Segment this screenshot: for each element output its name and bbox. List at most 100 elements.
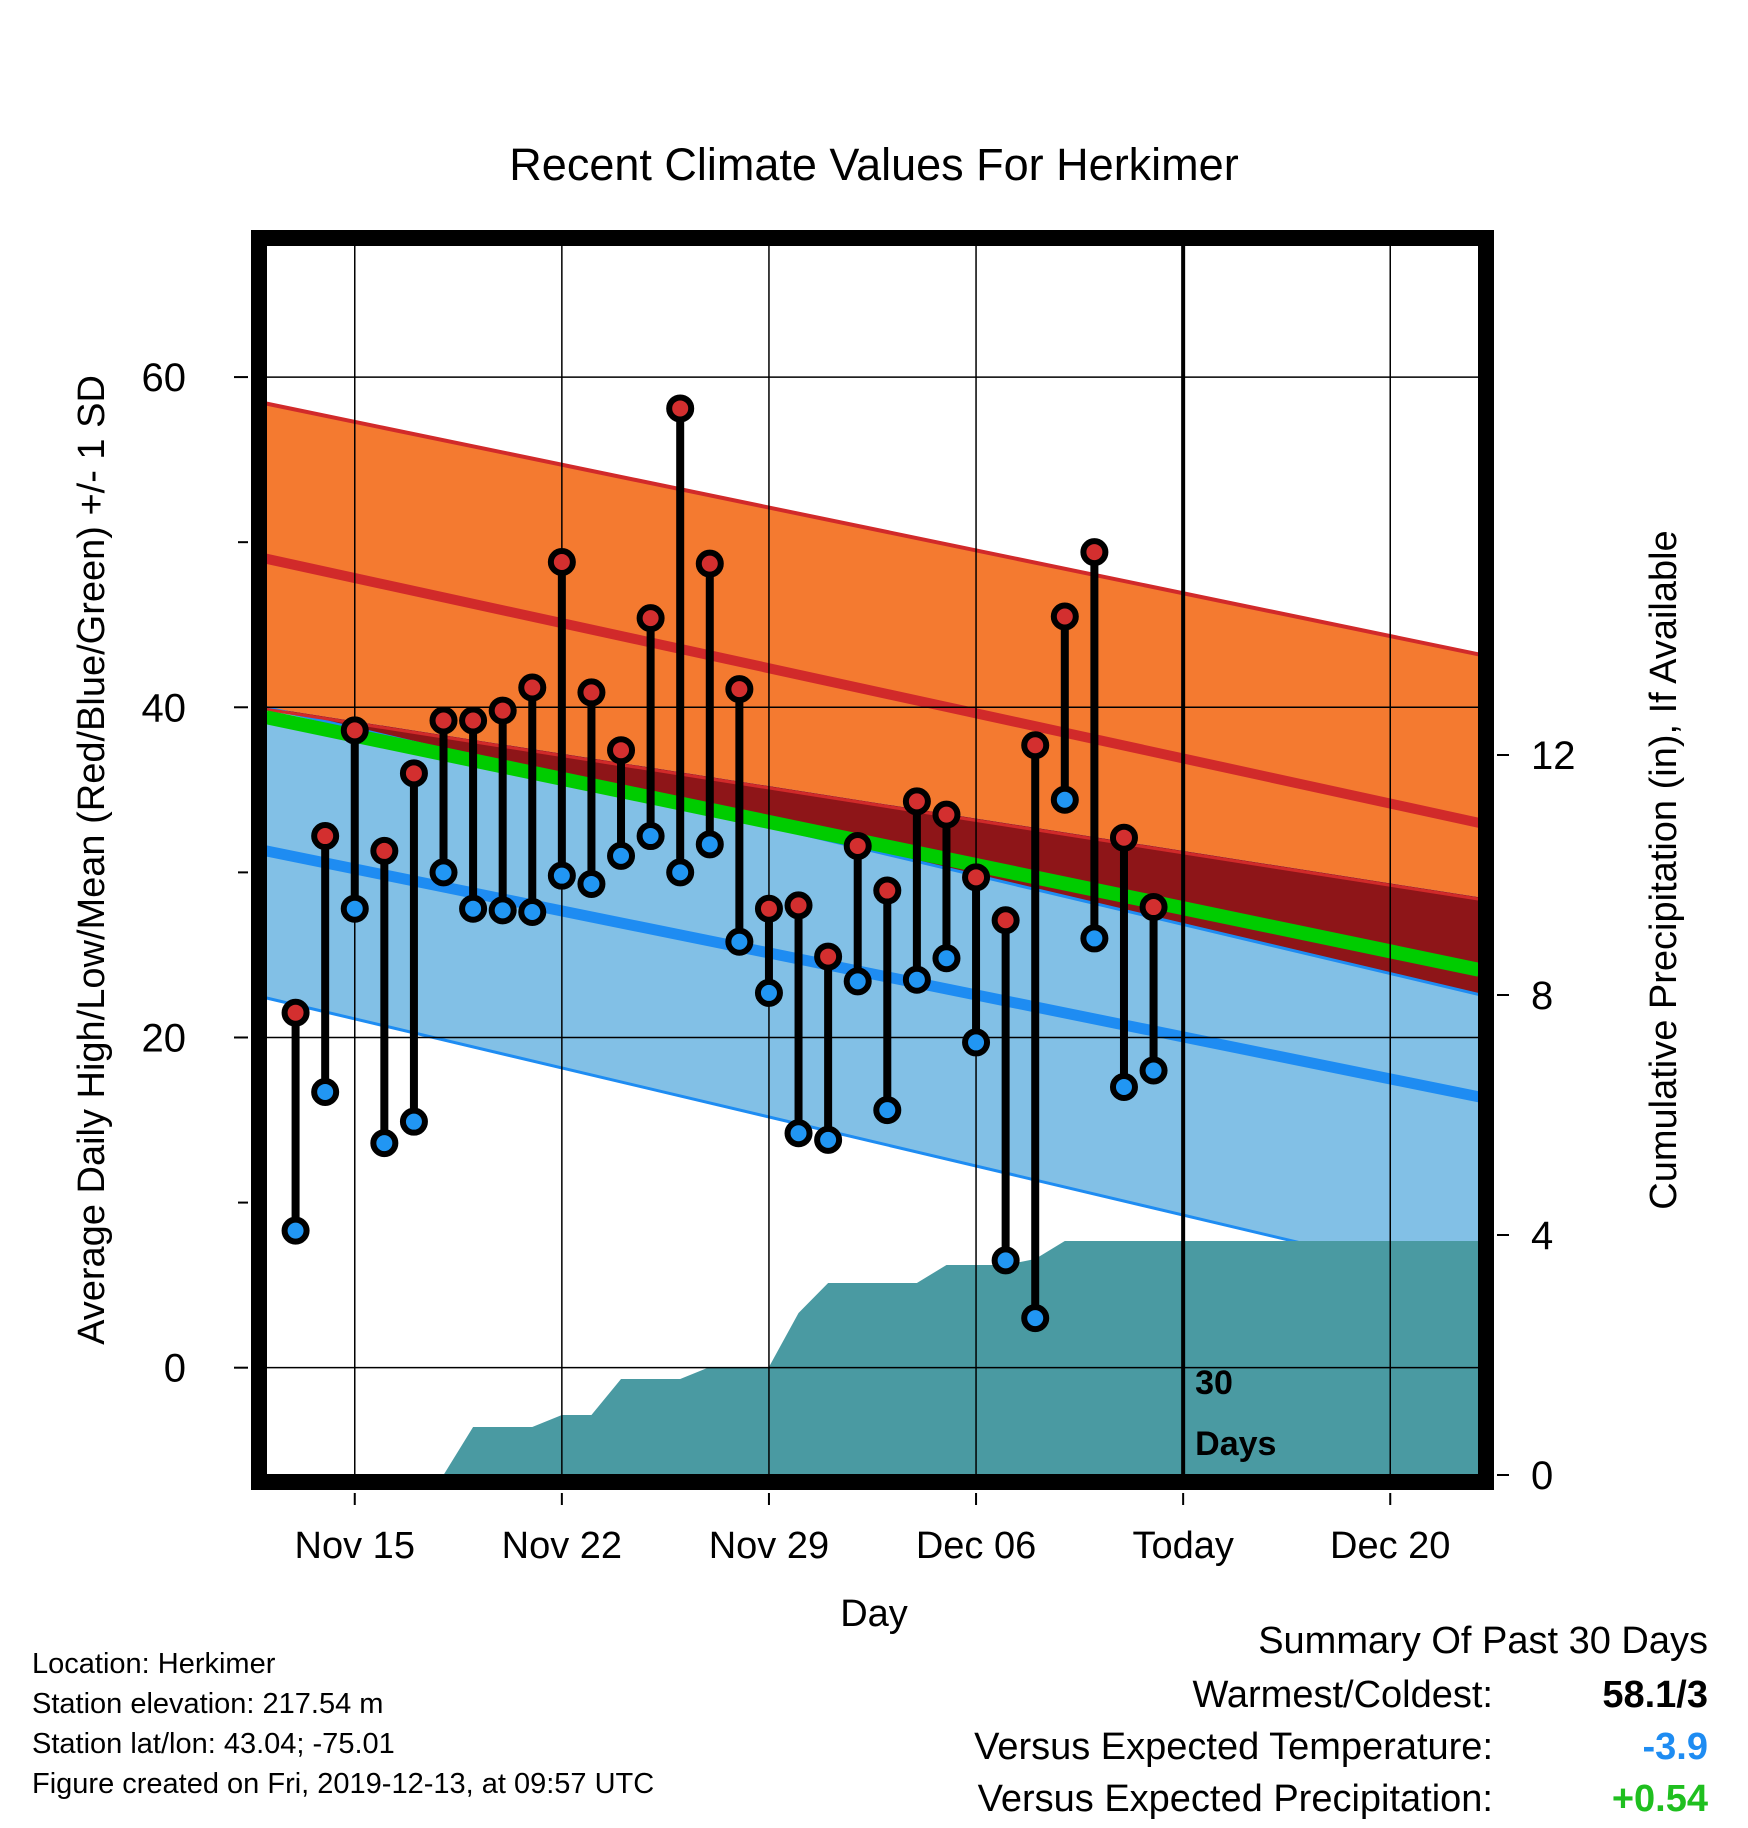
summary-row-warm-cold: Warmest/Coldest: 58.1/3 xyxy=(708,1674,1708,1724)
obs-low-point-8 xyxy=(488,896,517,925)
obs-low-point-21 xyxy=(873,1096,902,1125)
x-tick-label-1: Nov 22 xyxy=(502,1525,622,1567)
obs-low-point-10 xyxy=(547,861,576,890)
obs-high-point-30 xyxy=(1139,893,1168,922)
temp-departure-label: Versus Expected Temperature: xyxy=(974,1726,1493,1768)
obs-low-point-5 xyxy=(399,1107,428,1136)
obs-low-point-7 xyxy=(459,894,488,923)
y2-tick-label-0: 0 xyxy=(1531,1454,1553,1498)
y2-tick-label-2: 8 xyxy=(1531,974,1553,1018)
obs-high-point-6 xyxy=(429,706,458,735)
high-lower-edge-line xyxy=(265,707,1480,901)
obs-low-point-2 xyxy=(311,1077,340,1106)
obs-high-point-11 xyxy=(577,678,606,707)
latlon-text: Station lat/lon: 43.04; -75.01 xyxy=(32,1728,395,1760)
obs-high-point-13 xyxy=(636,604,665,633)
low-lower-edge-line xyxy=(265,996,1480,1287)
obs-low-point-25 xyxy=(991,1246,1020,1275)
obs-low-point-4 xyxy=(370,1129,399,1158)
created-text: Figure created on Fri, 2019-12-13, at 09… xyxy=(32,1768,655,1800)
obs-low-point-9 xyxy=(518,898,547,927)
obs-low-point-14 xyxy=(666,858,695,887)
obs-high-point-19 xyxy=(814,942,843,971)
obs-high-point-12 xyxy=(607,736,636,765)
obs-low-point-1 xyxy=(281,1216,310,1245)
obs-low-point-22 xyxy=(902,965,931,994)
obs-high-point-3 xyxy=(340,716,369,745)
obs-high-point-28 xyxy=(1080,538,1109,567)
normal-low-line xyxy=(264,845,1481,1103)
obs-low-point-19 xyxy=(814,1125,843,1154)
y-tick-label-3: 60 xyxy=(142,356,187,400)
obs-high-point-17 xyxy=(754,894,783,923)
obs-low-point-24 xyxy=(962,1028,991,1057)
obs-high-point-18 xyxy=(784,891,813,920)
y-tick-label-0: 0 xyxy=(164,1347,186,1391)
x-tick-label-5: Dec 20 xyxy=(1330,1525,1450,1567)
x-axis-label: Day xyxy=(840,1593,908,1635)
obs-low-point-18 xyxy=(784,1119,813,1148)
obs-high-point-24 xyxy=(962,863,991,892)
warm-cold-label: Warmest/Coldest: xyxy=(1192,1674,1493,1716)
obs-low-point-30 xyxy=(1139,1056,1168,1085)
obs-high-point-26 xyxy=(1021,731,1050,760)
high-upper-edge-line xyxy=(265,401,1480,657)
precip-departure-label: Versus Expected Precipitation: xyxy=(977,1778,1493,1820)
obs-low-point-29 xyxy=(1109,1073,1138,1102)
elevation-text: Station elevation: 217.54 m xyxy=(32,1688,384,1720)
obs-high-point-22 xyxy=(902,787,931,816)
obs-high-point-9 xyxy=(518,673,547,702)
summary-row-temperature: Versus Expected Temperature: -3.9 xyxy=(708,1726,1708,1776)
obs-high-point-27 xyxy=(1050,602,1079,631)
x-tick-label-2: Nov 29 xyxy=(709,1525,829,1567)
normal-high-band xyxy=(266,403,1479,898)
y-axis-label: Average Daily High/Low/Mean (Red/Blue/Gr… xyxy=(71,375,113,1345)
today-days-label-2: Days xyxy=(1195,1425,1276,1463)
obs-high-point-2 xyxy=(311,822,340,851)
obs-low-point-17 xyxy=(754,978,783,1007)
precip-area xyxy=(266,1241,1479,1475)
obs-high-point-16 xyxy=(725,675,754,704)
obs-high-point-4 xyxy=(370,836,399,865)
obs-low-point-11 xyxy=(577,869,606,898)
obs-high-point-8 xyxy=(488,696,517,725)
x-tick-label-4: Today xyxy=(1132,1525,1233,1567)
station-info: Location: Herkimer Station elevation: 21… xyxy=(32,1644,654,1804)
obs-low-point-26 xyxy=(1021,1304,1050,1333)
obs-low-point-3 xyxy=(340,894,369,923)
normal-high-line xyxy=(264,553,1481,828)
obs-high-point-14 xyxy=(666,394,695,423)
obs-low-point-27 xyxy=(1050,785,1079,814)
location-text: Location: Herkimer xyxy=(32,1648,276,1680)
obs-low-point-28 xyxy=(1080,924,1109,953)
obs-low-point-20 xyxy=(843,967,872,996)
obs-low-point-12 xyxy=(607,841,636,870)
y2-axis-label: Cumulative Precipitation (in), If Availa… xyxy=(1643,530,1685,1209)
obs-high-point-7 xyxy=(459,706,488,735)
obs-high-point-25 xyxy=(991,906,1020,935)
chart-title: Recent Climate Values For Herkimer xyxy=(509,139,1238,190)
y-tick-label-1: 20 xyxy=(142,1016,187,1060)
obs-high-point-1 xyxy=(281,998,310,1027)
normal-mean-line xyxy=(264,710,1481,977)
plot-frame xyxy=(251,230,1494,1490)
x-tick-label-3: Dec 06 xyxy=(916,1525,1036,1567)
obs-high-point-10 xyxy=(547,547,576,576)
obs-high-point-29 xyxy=(1109,823,1138,852)
y2-tick-label-3: 12 xyxy=(1531,734,1576,778)
obs-high-point-23 xyxy=(932,800,961,829)
obs-high-point-15 xyxy=(695,549,724,578)
temp-departure-value: -3.9 xyxy=(1642,1726,1708,1768)
obs-low-point-23 xyxy=(932,944,961,973)
normal-low-band xyxy=(266,707,1479,1286)
y2-tick-label-1: 4 xyxy=(1531,1214,1553,1258)
obs-high-point-5 xyxy=(399,759,428,788)
obs-low-point-15 xyxy=(695,830,724,859)
summary-row-precipitation: Versus Expected Precipitation: +0.54 xyxy=(708,1778,1708,1828)
warm-cold-value: 58.1/3 xyxy=(1602,1674,1708,1716)
summary-heading: Summary Of Past 30 Days xyxy=(1258,1620,1708,1662)
obs-high-point-21 xyxy=(873,876,902,905)
precip-departure-value: +0.54 xyxy=(1611,1778,1708,1820)
